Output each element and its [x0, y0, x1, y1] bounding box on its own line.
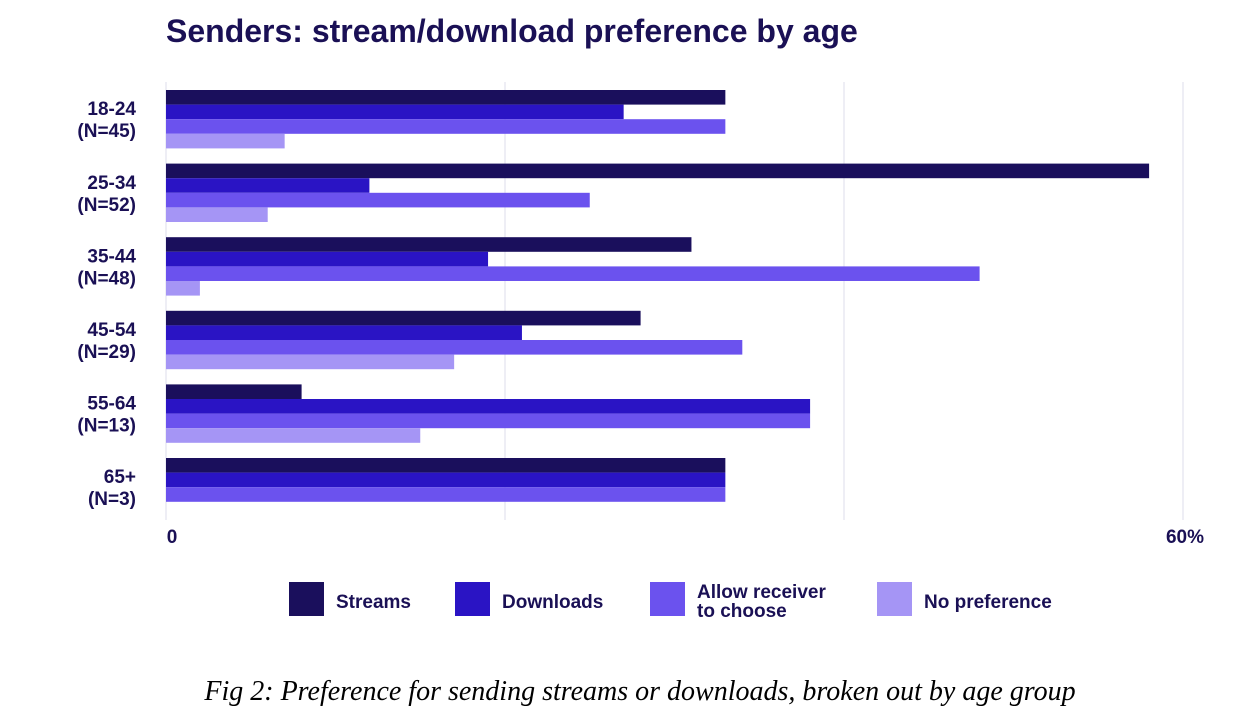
bar [166, 310, 641, 326]
bar [166, 251, 489, 267]
legend-swatch [455, 582, 490, 616]
bar [166, 90, 726, 105]
bar [166, 354, 455, 370]
bar [166, 133, 285, 149]
figure-caption: Fig 2: Preference for sending streams or… [203, 676, 1075, 707]
bar [166, 178, 370, 193]
legend-swatch [650, 582, 685, 616]
bar [166, 487, 726, 502]
grid-lines [165, 82, 1184, 520]
bar [166, 428, 421, 443]
x-tick-label: 60% [1166, 527, 1204, 548]
x-tick-label: 0 [167, 527, 178, 548]
bars [166, 90, 1150, 502]
bar [166, 281, 200, 296]
legend-label: No preference [924, 592, 1052, 613]
bar [166, 472, 726, 488]
bar [166, 384, 302, 399]
category-label: 25-34 (N=52) [77, 173, 136, 216]
legend: Streams Downloads Allow receiver to choose N… [289, 582, 1052, 622]
category-label: 18-24 (N=45) [77, 99, 136, 142]
legend-label: Allow receiver to choose [697, 582, 826, 622]
bar [166, 237, 692, 252]
bar [166, 207, 268, 222]
bar [166, 340, 743, 355]
x-axis-ticks: 0 60% [167, 527, 1204, 548]
category-label: 65+ (N=3) [88, 467, 136, 510]
chart-title: Senders: stream/download preference by a… [166, 13, 858, 49]
bar [166, 266, 980, 281]
category-labels: 18-24 (N=45) 25-34 (N=52) 35-44 (N=48) 45-54 (N… [77, 99, 136, 510]
legend-swatch [877, 582, 912, 616]
bar [166, 399, 811, 414]
bar [166, 192, 590, 208]
legend-label: Streams [336, 592, 411, 613]
legend-label: Downloads [502, 592, 603, 613]
category-label: 35-44 (N=48) [77, 246, 136, 289]
bar [166, 119, 726, 134]
legend-swatch [289, 582, 324, 616]
category-label: 55-64 (N=13) [77, 394, 136, 437]
bar [166, 413, 811, 429]
bar [166, 163, 1150, 179]
bar [166, 104, 624, 120]
bar [166, 458, 726, 473]
bar [166, 325, 522, 340]
category-label: 45-54 (N=29) [77, 320, 136, 363]
